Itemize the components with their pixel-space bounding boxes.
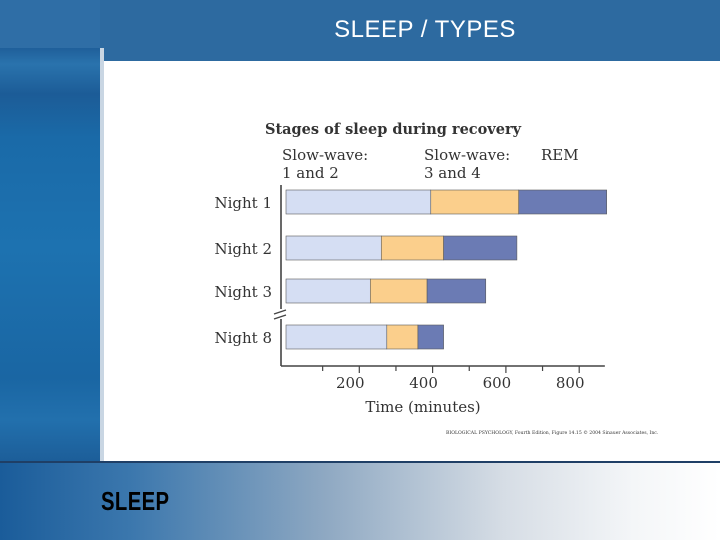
slide-title: SLEEP / TYPES xyxy=(334,16,516,43)
bar-night1-series1 xyxy=(285,189,432,215)
legend-item-1-line1: Slow-wave: xyxy=(282,146,368,164)
category-label-3: Night 3 xyxy=(214,283,272,301)
category-label-2: Night 2 xyxy=(214,240,272,258)
chart-figure: Stages of sleep during recovery Slow-wave… xyxy=(104,61,720,461)
sidebar-edge xyxy=(100,48,104,463)
footer-label: SLEEP xyxy=(101,486,170,516)
footer-bar xyxy=(0,461,720,540)
bar-night4-series2 xyxy=(386,324,419,350)
legend-item-2-line1: Slow-wave: xyxy=(424,146,510,164)
bar-night1-series2 xyxy=(430,189,520,215)
figure-credit: BIOLOGICAL PSYCHOLOGY, Fourth Edition, F… xyxy=(446,429,659,436)
bar-night2-series3 xyxy=(443,235,518,261)
x-axis-label: Time (minutes) xyxy=(365,398,480,416)
bar-night4-series3 xyxy=(417,324,444,350)
category-label-1: Night 1 xyxy=(214,194,272,212)
legend-item-2-line2: 3 and 4 xyxy=(424,164,481,182)
sleep-stages-chart: Stages of sleep during recovery Slow-wave… xyxy=(214,121,659,436)
bar-night3-series1 xyxy=(285,278,371,304)
bar-night3-series3 xyxy=(426,278,487,304)
chart-title: Stages of sleep during recovery xyxy=(265,121,522,138)
bar-night3-series2 xyxy=(369,278,428,304)
x-tick-label-200: 200 xyxy=(336,374,365,392)
header-bar xyxy=(0,0,720,61)
legend-item-1-line2: 1 and 2 xyxy=(282,164,339,182)
footer-divider xyxy=(0,461,720,463)
header-left-strip xyxy=(0,0,100,48)
x-tick-label-600: 600 xyxy=(483,374,512,392)
axis-break-mark-2 xyxy=(273,314,287,320)
bar-night2-series1 xyxy=(285,235,382,261)
bar-night1-series3 xyxy=(518,189,607,215)
x-tick-label-400: 400 xyxy=(409,374,438,392)
bar-night4-series1 xyxy=(285,324,388,350)
legend-item-3-line1: REM xyxy=(541,146,579,164)
x-tick-label-800: 800 xyxy=(556,374,585,392)
category-label-4: Night 8 xyxy=(214,329,272,347)
left-sidebar xyxy=(0,48,100,463)
bar-night2-series2 xyxy=(380,235,444,261)
axis-break-mark-1 xyxy=(273,309,287,315)
